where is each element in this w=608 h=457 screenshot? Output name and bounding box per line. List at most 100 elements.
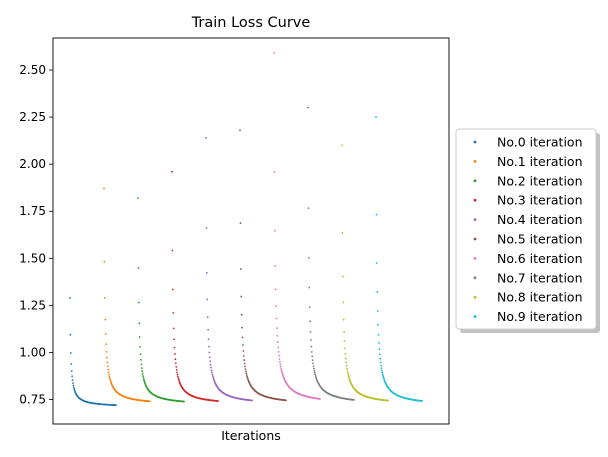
data-point	[173, 338, 176, 341]
data-point	[107, 368, 110, 371]
data-point	[139, 353, 142, 356]
legend-marker	[473, 276, 477, 280]
data-point	[239, 268, 242, 270]
legend-marker	[473, 140, 477, 144]
data-point	[308, 306, 311, 309]
data-point	[348, 377, 351, 380]
series-points	[205, 136, 253, 402]
data-point	[345, 361, 348, 364]
data-point	[313, 367, 315, 370]
data-point	[344, 353, 347, 355]
data-point	[312, 365, 315, 368]
data-point	[341, 144, 343, 147]
data-point	[308, 286, 311, 289]
data-point	[307, 106, 309, 109]
data-point	[310, 339, 312, 341]
data-point	[276, 341, 279, 344]
legend-label: No.0 iteration	[497, 135, 583, 150]
data-point	[212, 376, 215, 379]
data-point	[378, 341, 380, 344]
data-point	[149, 400, 151, 403]
data-point	[347, 375, 350, 378]
data-point	[205, 271, 208, 274]
data-point	[279, 363, 282, 366]
series-points	[69, 296, 117, 407]
data-point	[310, 351, 313, 353]
data-point	[285, 399, 287, 402]
plot-frame	[52, 37, 450, 425]
data-point	[341, 275, 344, 278]
data-point	[206, 298, 209, 301]
data-point	[243, 362, 246, 365]
data-point	[387, 399, 389, 402]
data-point	[313, 371, 316, 374]
data-point	[376, 310, 379, 312]
legend-marker	[473, 218, 477, 222]
data-point	[106, 365, 109, 368]
series-points	[307, 106, 355, 401]
data-point	[104, 318, 107, 321]
series-points	[171, 170, 219, 402]
data-point	[174, 353, 176, 355]
legend-marker	[473, 237, 477, 241]
data-point	[343, 331, 346, 333]
legend-marker	[473, 160, 477, 163]
data-point	[311, 355, 314, 358]
data-point	[275, 305, 278, 307]
data-point	[207, 328, 210, 331]
data-point	[311, 359, 314, 362]
data-point	[273, 229, 276, 232]
data-point	[137, 197, 139, 199]
data-point	[346, 367, 348, 370]
data-point	[273, 171, 276, 173]
data-point	[175, 365, 178, 368]
series-points	[103, 187, 151, 403]
data-point	[242, 355, 245, 357]
data-point	[347, 372, 349, 375]
data-point	[239, 129, 241, 132]
legend-label: No.9 iteration	[497, 309, 583, 324]
series-points	[341, 144, 389, 402]
data-point	[377, 323, 380, 326]
data-point	[172, 327, 175, 330]
y-tick-label: 1.00	[19, 345, 46, 359]
data-point	[138, 322, 141, 325]
data-point	[273, 52, 275, 54]
data-point	[314, 375, 317, 377]
data-point	[239, 222, 242, 224]
series-points	[273, 52, 321, 400]
data-point	[378, 348, 381, 351]
data-point	[142, 377, 145, 379]
chart-title: Train Loss Curve	[191, 15, 311, 31]
data-point	[115, 404, 117, 407]
data-point	[353, 399, 355, 401]
data-point	[72, 386, 75, 389]
data-point	[345, 364, 348, 367]
data-point	[174, 362, 177, 365]
data-point	[280, 369, 283, 372]
data-point	[280, 367, 283, 370]
data-point	[176, 373, 179, 376]
data-point	[70, 370, 73, 373]
data-point	[209, 363, 212, 366]
data-point	[378, 353, 381, 356]
legend: No.0 iteration No.1 iteration No.2 iterati…	[455, 128, 600, 333]
legend-box	[455, 128, 597, 330]
data-point	[208, 345, 210, 348]
data-point	[346, 370, 349, 372]
data-point	[140, 363, 143, 366]
data-point	[242, 350, 245, 352]
series-points	[137, 197, 185, 403]
y-tick-label: 2.25	[19, 110, 46, 124]
data-point	[240, 313, 243, 316]
data-point	[106, 356, 108, 359]
data-point	[275, 317, 278, 320]
data-point	[177, 375, 179, 378]
series-points	[375, 116, 423, 402]
legend-marker	[473, 315, 477, 318]
data-point	[244, 365, 246, 368]
data-point	[173, 346, 176, 349]
data-point	[242, 344, 244, 346]
legend-label: No.8 iteration	[497, 290, 583, 305]
data-point	[103, 297, 106, 299]
